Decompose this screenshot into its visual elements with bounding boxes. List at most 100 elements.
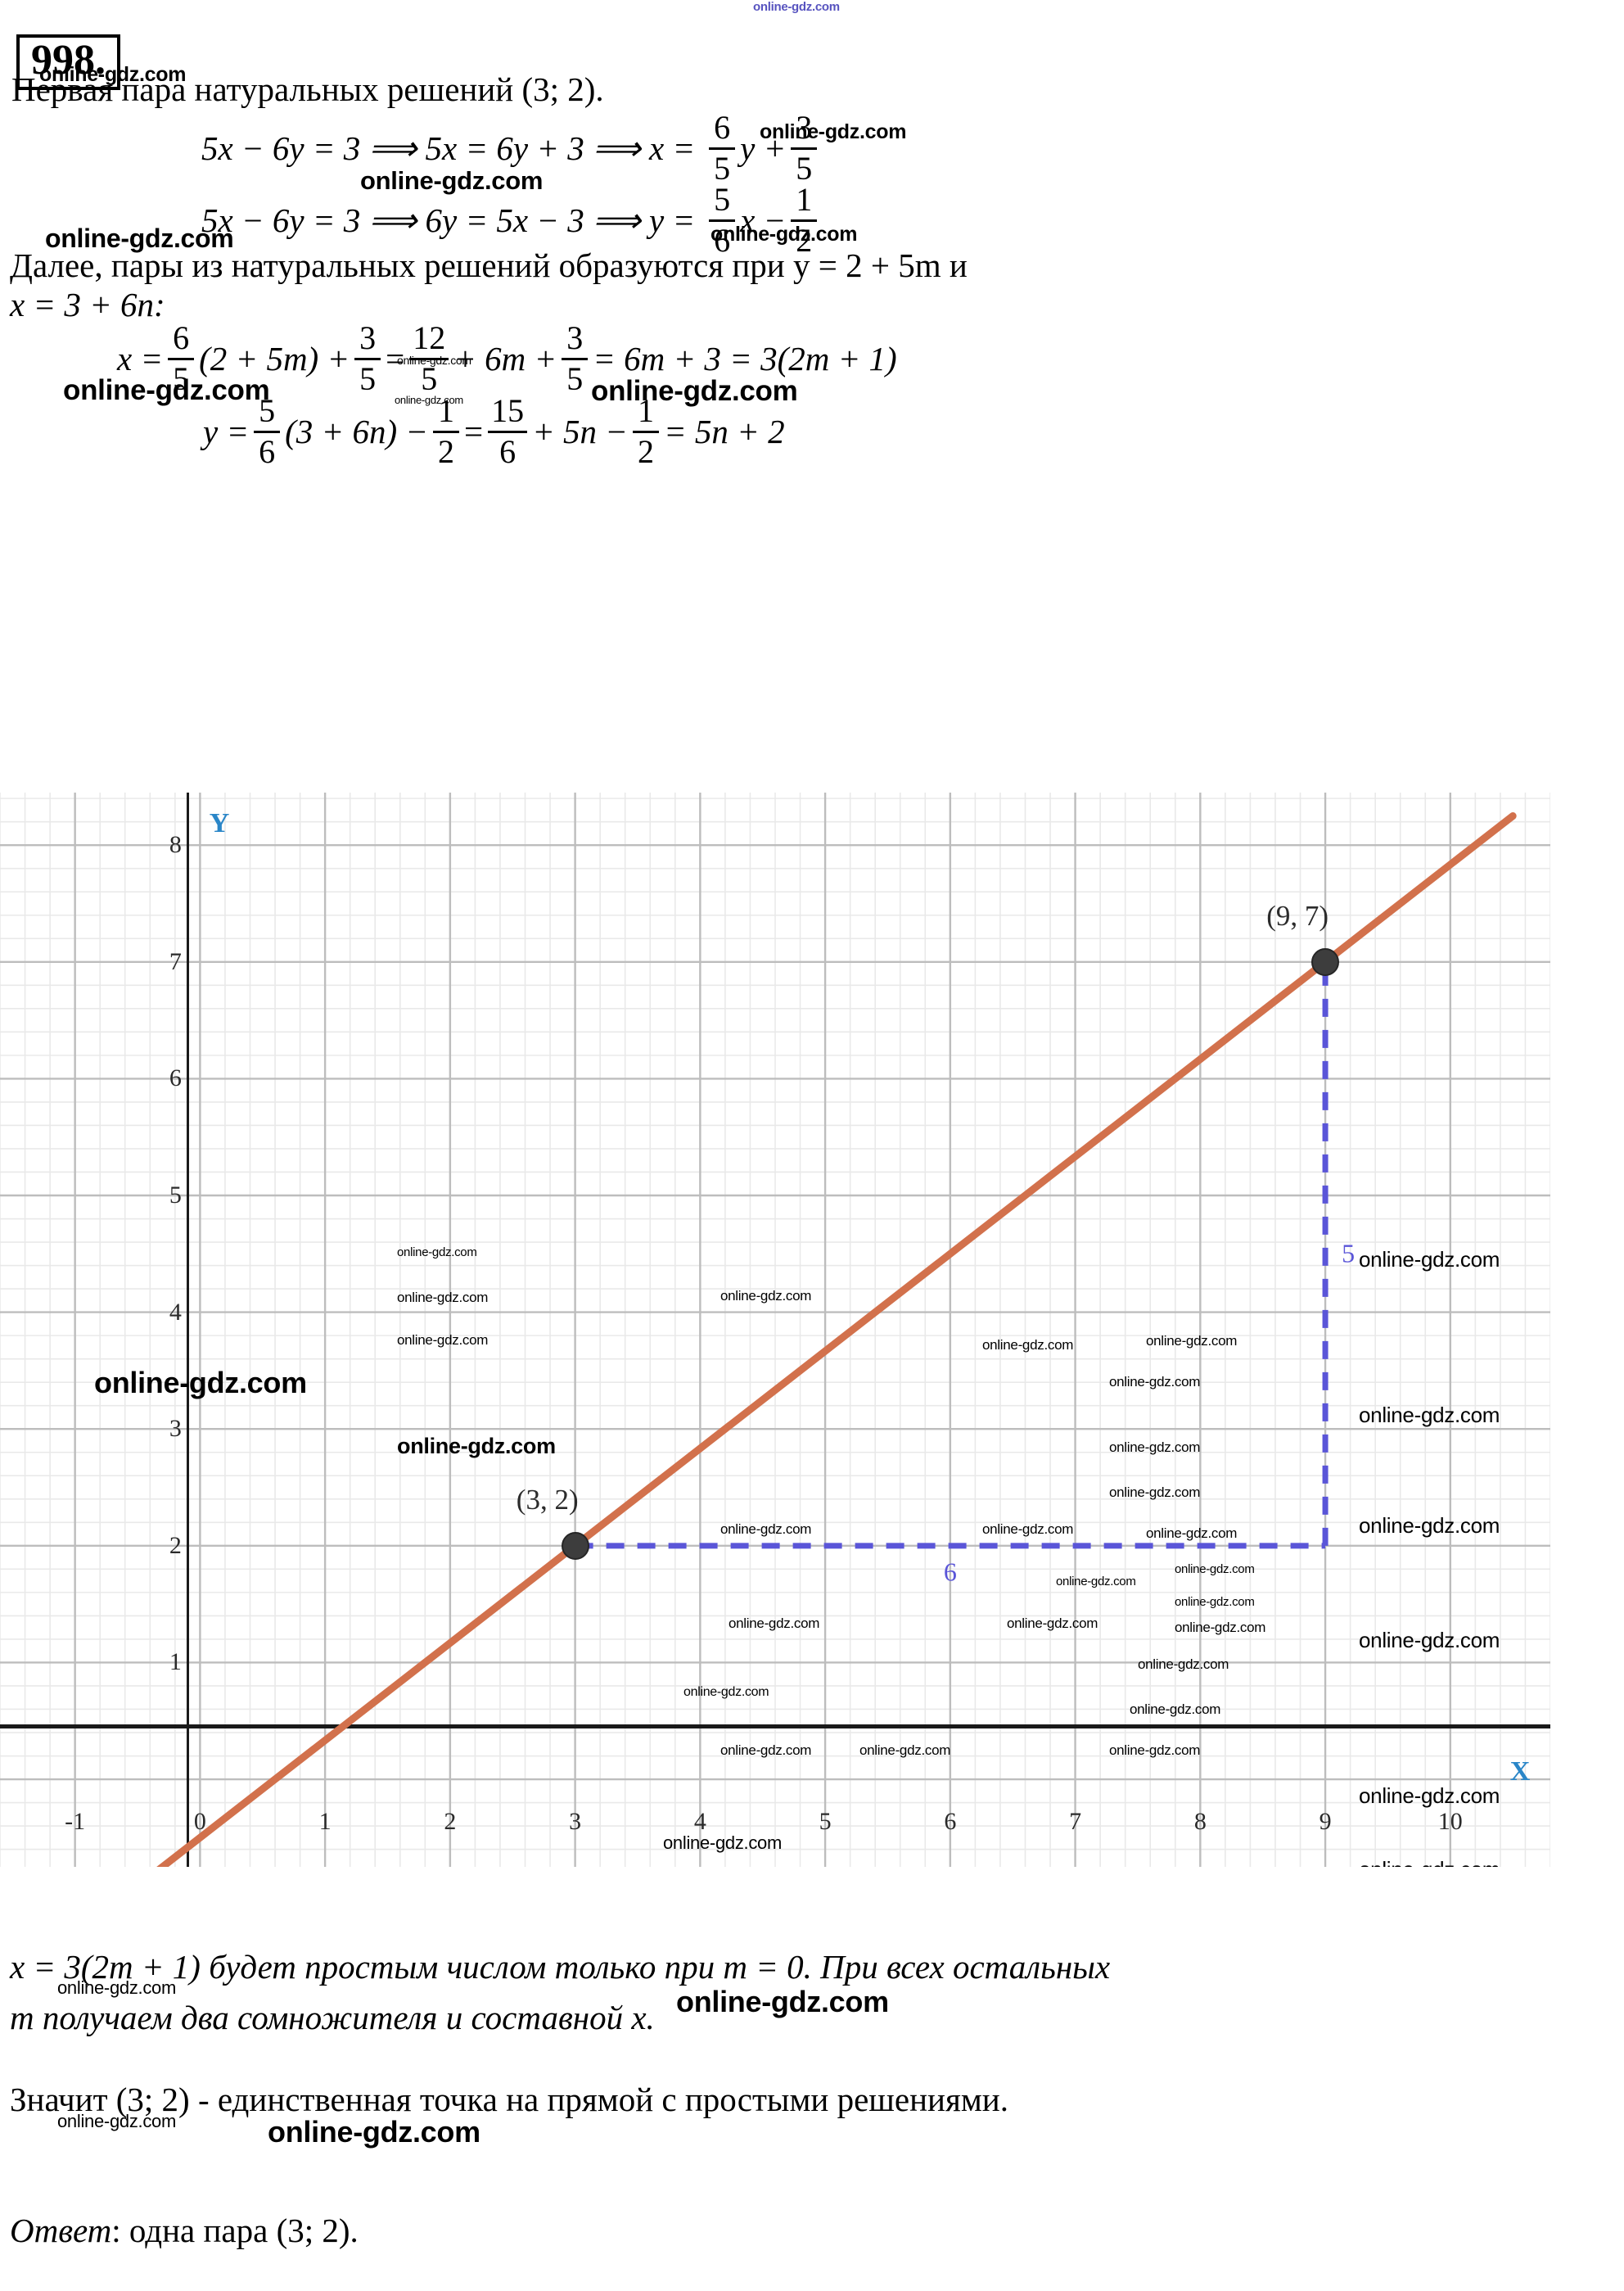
fraction-bar xyxy=(709,147,736,150)
equation-1: 5x − 6y = 3 ⟹ 5x = 6y + 3 ⟹ x = 6 5 y + … xyxy=(201,111,822,186)
answer-line: Ответ: одна пара (3; 2). xyxy=(10,2211,359,2250)
y-tick-7: 7 xyxy=(169,947,182,975)
fraction-5-over-6: 5 6 xyxy=(709,181,736,259)
fraction-1-over-2: 1 2 xyxy=(433,392,460,470)
x-axis xyxy=(0,1724,1550,1728)
guide-label-vertical-5: 5 xyxy=(1342,1238,1356,1268)
fraction-15-over-6: 15 6 xyxy=(488,392,528,470)
data-point-label-3-2: (3, 2) xyxy=(516,1483,579,1516)
fraction-numerator: 1 xyxy=(438,392,455,429)
watermark: online-gdz.com xyxy=(676,1985,889,2018)
x-tick-3: 3 xyxy=(569,1808,582,1836)
x-tick-1: 1 xyxy=(318,1808,332,1836)
fraction-denominator: 5 xyxy=(359,359,377,397)
equation-2: 5x − 6y = 3 ⟹ 6y = 5x − 3 ⟹ y = 5 6 x − … xyxy=(201,183,822,258)
fraction-denominator: 5 xyxy=(714,149,731,187)
fraction-bar xyxy=(632,430,659,433)
fraction-1-over-2: 1 2 xyxy=(791,181,818,259)
fraction-bar xyxy=(409,357,449,360)
fraction-numerator: 1 xyxy=(637,392,654,429)
equation-4-part-3: = xyxy=(464,413,484,451)
fraction-6-over-5: 6 5 xyxy=(168,319,195,396)
plot-line-svg xyxy=(156,812,1517,1867)
guide-label-horizontal-6: 6 xyxy=(943,1557,957,1587)
equation-2-lhs: 5x − 6y = 3 ⟹ 6y = 5x − 3 ⟹ y = xyxy=(201,201,696,240)
fraction-bar xyxy=(168,357,195,360)
fraction-denominator: 5 xyxy=(421,359,438,397)
fraction-denominator: 2 xyxy=(438,432,455,470)
equation-3-part-5: = 6m + 3 = 3(2m + 1) xyxy=(593,340,897,378)
fraction-denominator: 6 xyxy=(714,221,731,259)
x-tick-5: 5 xyxy=(819,1808,832,1836)
fraction-numerator: 6 xyxy=(173,319,190,356)
fraction-bar xyxy=(254,430,281,433)
data-point-9-7 xyxy=(1311,947,1340,976)
fraction-denominator: 5 xyxy=(796,149,813,187)
fraction-bar xyxy=(433,430,460,433)
fraction-denominator: 6 xyxy=(499,432,517,470)
y-axis xyxy=(187,793,189,1867)
equation-1-mid: y + xyxy=(740,129,787,168)
fraction-bar xyxy=(791,147,818,150)
paragraph-3: Значит (3; 2) - единственная точка на пр… xyxy=(10,2081,1008,2118)
y-tick-2: 2 xyxy=(169,1531,182,1559)
fraction-3-over-5: 3 5 xyxy=(791,109,818,187)
answer-label: Ответ xyxy=(10,2212,112,2249)
equation-3-part-2: (2 + 5m) + xyxy=(199,340,350,378)
fraction-numerator: 1 xyxy=(796,181,813,218)
y-tick-1: 1 xyxy=(169,1648,182,1676)
answer-value: : одна пара (3; 2). xyxy=(111,2212,359,2249)
x-tick-4: 4 xyxy=(693,1808,706,1836)
x-tick-10: 10 xyxy=(1437,1808,1463,1836)
fraction-bar xyxy=(354,357,381,360)
equation-4-part-2: (3 + 6n) − xyxy=(285,413,429,451)
fraction-1-over-2: 1 2 xyxy=(632,392,659,470)
y-tick-6: 6 xyxy=(169,1064,182,1092)
problem-number: 998. xyxy=(16,34,120,90)
fraction-numerator: 5 xyxy=(714,181,731,218)
y-tick-8: 8 xyxy=(169,831,182,859)
watermark-top: online-gdz.com xyxy=(753,0,840,14)
equation-2-mid: x − xyxy=(740,201,787,240)
equation-4: y = 5 6 (3 + 6n) − 1 2 = 15 6 + 5n − 1 2… xyxy=(203,392,785,470)
intro-line: Первая пара натуральных решений (3; 2). xyxy=(11,70,604,108)
equation-4-part-5: = 5n + 2 xyxy=(663,413,785,451)
fraction-numerator: 6 xyxy=(714,109,731,146)
fraction-5-over-6: 5 6 xyxy=(254,394,281,469)
x-tick-7: 7 xyxy=(1069,1808,1082,1836)
x-tick-2: 2 xyxy=(444,1808,457,1836)
fraction-denominator: 2 xyxy=(637,432,654,470)
y-tick-5: 5 xyxy=(169,1182,182,1209)
fraction-numerator: 3 xyxy=(566,319,584,356)
fraction-bar xyxy=(709,219,736,222)
y-tick-3: 3 xyxy=(169,1415,182,1443)
fraction-denominator: 2 xyxy=(796,221,813,259)
coordinate-graph: -1 0 1 2 3 4 5 6 7 8 9 10 1 2 3 4 5 6 7 8 Y X (3, 2) (9, 7)… xyxy=(0,793,1550,1867)
equation-4-part-1: y = xyxy=(203,413,250,451)
equation-3-part-3: = xyxy=(386,340,405,378)
fraction-numerator: 12 xyxy=(413,319,446,356)
watermark: online-gdz.com xyxy=(268,2115,480,2149)
fraction-bar xyxy=(488,430,528,433)
fraction-bar xyxy=(562,357,589,360)
x-tick-6: 6 xyxy=(944,1808,957,1836)
y-axis-label: Y xyxy=(209,808,230,838)
x-axis-label: X xyxy=(1509,1756,1531,1787)
x-tick-9: 9 xyxy=(1319,1808,1332,1836)
paragraph-1-line-2: x = 3 + 6n: xyxy=(10,286,165,323)
equation-3-part-1: x = xyxy=(117,340,164,378)
fraction-12-over-5: 12 5 xyxy=(409,319,449,397)
x-tick-0: 0 xyxy=(193,1808,206,1836)
fraction-numerator: 3 xyxy=(359,319,377,356)
fraction-denominator: 5 xyxy=(566,359,584,397)
fraction-numerator: 15 xyxy=(491,392,525,429)
x-tick--1: -1 xyxy=(65,1808,86,1836)
fraction-bar xyxy=(791,219,818,222)
paragraph-2-line-2: m получаем два сомножителя и составной x… xyxy=(10,1999,655,2036)
fraction-numerator: 3 xyxy=(796,109,813,146)
y-tick-4: 4 xyxy=(169,1298,182,1326)
paragraph-2-line-1: x = 3(2m + 1) будет простым числом тольк… xyxy=(10,1948,1111,1986)
equation-3-part-4: + 6m + xyxy=(453,340,557,378)
equation-4-part-4: + 5n − xyxy=(532,413,628,451)
grid-major xyxy=(0,793,1550,1867)
